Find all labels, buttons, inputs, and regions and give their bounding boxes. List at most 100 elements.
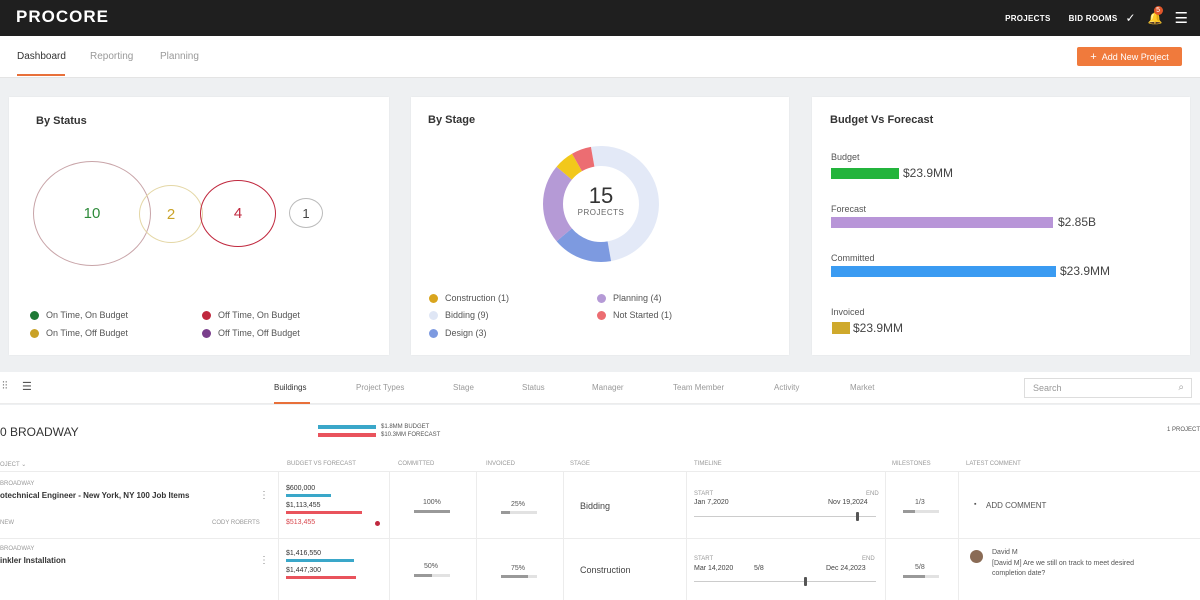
legend-bidding: Bidding (9) [429,310,489,320]
filter-tab-manager[interactable]: Manager [592,383,624,392]
budget-mini-bar [286,494,331,497]
milestones-progress-fill [903,575,925,578]
by-stage-card: By Stage 15 PROJECTS Construction (1) Pl… [411,97,789,355]
donut-slice-planning[interactable] [543,166,572,242]
timeline-marker[interactable] [856,512,859,521]
stage-donut-chart[interactable] [521,134,681,274]
projects-link[interactable]: PROJECTS [1005,13,1051,23]
forecast-mini-bar [286,511,362,514]
project-code: BROADWAY [0,546,35,552]
header-committed[interactable]: COMMITTED [398,461,435,467]
by-status-title: By Status [36,115,87,127]
tab-reporting[interactable]: Reporting [90,51,134,62]
row-menu-icon[interactable]: ⋮ [259,555,269,566]
invoiced-bar[interactable] [832,322,850,334]
filter-tab-status[interactable]: Status [522,383,545,392]
legend-off-time-off-budget: Off Time, Off Budget [202,328,300,338]
invoiced-progress-fill [501,511,510,514]
top-bar: PROCORE PROJECTS BID ROOMS ✓ 🔔 5 ☰ [0,0,1200,36]
bid-rooms-link[interactable]: BID ROOMS [1068,13,1118,23]
filter-tab-project-types[interactable]: Project Types [356,383,405,392]
budget-value: $23.9MM [903,166,954,180]
project-code: BROADWAY [0,481,35,487]
filter-tab-activity[interactable]: Activity [774,383,800,392]
header-latest-comment[interactable]: LATEST COMMENT [966,461,1021,467]
row-menu-icon[interactable]: ⋮ [259,490,269,501]
filter-tab-market[interactable]: Market [850,383,875,392]
end-label: END [862,556,875,562]
budget-amount: $600,000 [286,485,316,492]
budget-legend-text: $1.8MM BUDGET [381,424,430,430]
legend-dot [30,310,39,320]
filter-sliders-icon[interactable]: ⫶⫶ [2,380,8,392]
status-circle-on-time-off-budget[interactable]: 2 [139,185,203,243]
filter-tab-stage[interactable]: Stage [453,383,474,392]
donut-slice-construction[interactable] [556,153,582,180]
start-label: START [694,556,714,562]
hamburger-menu-icon[interactable]: ☰ [1174,10,1188,27]
forecast-legend-text: $10.3MM FORECAST [381,432,441,438]
row-divider [0,538,1200,539]
projects-table: 0 BROADWAY $1.8MM BUDGET $10.3MM FORECAS… [0,405,1200,600]
tab-dashboard[interactable]: Dashboard [17,51,66,62]
status-count: 2 [166,205,176,223]
status-circle-on-time-on-budget[interactable]: 10 [33,161,151,266]
sort-icon[interactable]: ☰ [22,381,32,393]
budget-bar[interactable] [831,168,899,179]
budget-label: Budget [831,152,860,162]
invoiced-label: Invoiced [831,307,865,317]
legend-dot [202,310,211,320]
header-timeline[interactable]: TIMELINE [694,461,722,467]
column-divider [389,471,390,600]
column-divider [958,471,959,600]
invoiced-progress [501,575,537,578]
search-input[interactable]: Search ⌕ [1024,378,1192,398]
project-name[interactable]: otechnical Engineer - New York, NY 100 J… [0,491,190,500]
start-label: START [694,491,714,497]
header-invoiced[interactable]: INVOICED [486,461,516,467]
forecast-amount: $1,447,300 [286,567,322,574]
start-date: Jan 7,2020 [694,499,729,506]
comment-text-continued: completion date? [992,570,1046,577]
header-stage[interactable]: STAGE [570,461,590,467]
legend-not-started: Not Started (1) [597,310,672,320]
header-milestones[interactable]: MILESTONES [892,461,931,467]
legend-dot [429,328,438,338]
committed-value: $23.9MM [1060,264,1111,278]
budget-vs-forecast-title: Budget Vs Forecast [830,114,934,126]
checkmark-icon[interactable]: ✓ [1125,11,1136,25]
donut-slice-bidding[interactable] [590,146,659,262]
avatar [970,550,983,563]
forecast-bar[interactable] [831,217,1053,228]
legend-dot [429,293,438,303]
legend-dot [597,293,606,303]
add-new-project-button[interactable]: + Add New Project [1077,47,1182,66]
active-tab-indicator [17,74,65,76]
committed-bar[interactable] [831,266,1056,277]
donut-slice-design[interactable] [556,228,612,262]
donut-slice-not-started[interactable] [572,146,595,172]
column-divider [563,471,564,600]
project-name[interactable]: inkler Installation [0,556,66,565]
add-comment-link[interactable]: ADD COMMENT [986,501,1047,510]
legend-design: Design (3) [429,328,487,338]
search-placeholder: Search [1033,383,1062,393]
forecast-value: $2.85B [1058,215,1097,229]
bell-icon[interactable]: 🔔 5 [1147,6,1163,25]
start-date: Mar 14,2020 [694,565,734,572]
add-new-project-label: Add New Project [1101,51,1169,62]
by-stage-title: By Stage [428,114,476,126]
status-circle-off-time-off-budget[interactable]: 1 [289,198,323,228]
filter-tab-team-member[interactable]: Team Member [673,383,725,392]
status-circle-off-time-on-budget[interactable]: 4 [200,180,276,247]
column-divider [686,471,687,600]
committed-pct: 50% [424,563,439,570]
procore-logo[interactable]: PROCORE [16,7,109,26]
milestones-value: 5/8 [915,564,925,571]
tab-planning[interactable]: Planning [160,51,199,62]
donut-center-label: PROJECTS [577,208,625,217]
filter-tab-buildings[interactable]: Buildings [274,383,307,392]
header-project[interactable]: OJECT ⌄ [0,462,27,468]
timeline-marker[interactable] [804,577,807,586]
header-budget-vs-forecast[interactable]: BUDGET VS FORECAST [287,461,356,467]
